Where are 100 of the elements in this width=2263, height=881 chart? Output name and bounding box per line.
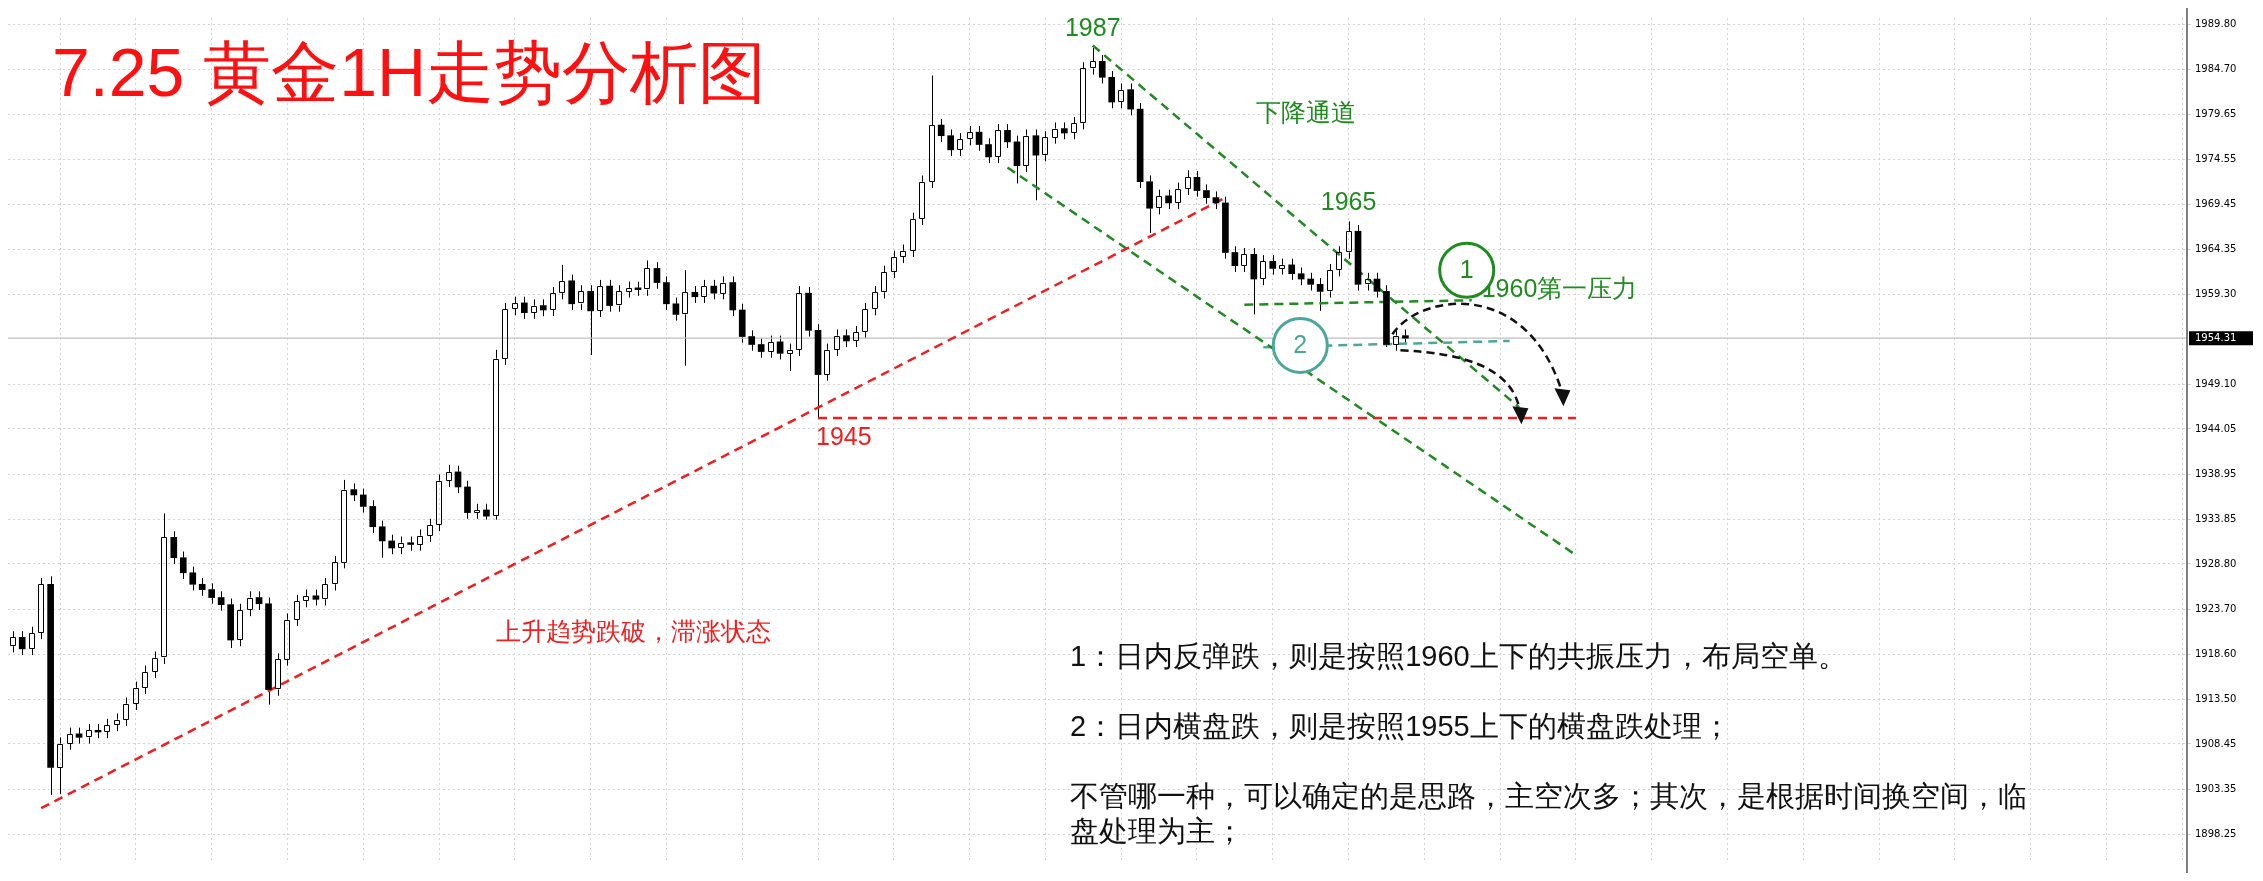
candlestick — [227, 597, 234, 649]
y-tick-label: 1903.35 — [2195, 782, 2237, 794]
candlestick — [1127, 82, 1134, 116]
candlestick — [322, 577, 328, 607]
candlestick — [957, 132, 963, 157]
candlestick — [521, 296, 528, 320]
y-tick-label: 1959.30 — [2195, 287, 2237, 299]
candlestick — [378, 520, 386, 559]
candlestick — [436, 474, 442, 532]
candlestick — [104, 718, 110, 739]
y-tick-label: 1913.50 — [2195, 692, 2237, 704]
y-tick-label: 1944.05 — [2195, 422, 2237, 434]
candlestick — [900, 244, 906, 264]
candlestick — [464, 480, 471, 520]
candlestick — [1279, 258, 1285, 276]
candlestick — [255, 590, 263, 611]
candlestick — [1316, 277, 1324, 312]
y-tick-label: 1984.70 — [2195, 62, 2237, 74]
annotation: 1945 — [816, 422, 872, 451]
candlestick — [653, 261, 661, 290]
candlestick — [1185, 169, 1191, 196]
chart-title: 7.25 黄金1H走势分析图 — [52, 34, 767, 110]
y-tick-label: 1949.10 — [2195, 377, 2237, 389]
candlestick — [768, 335, 774, 359]
candlestick — [86, 723, 92, 745]
y-tick-label: 1898.25 — [2195, 827, 2237, 839]
candlestick — [1250, 247, 1258, 315]
candlestick — [910, 212, 916, 258]
candlestick — [170, 530, 178, 565]
candlestick — [1023, 128, 1029, 173]
candlestick — [1327, 263, 1333, 299]
candlestick — [312, 589, 320, 607]
candlestick — [1241, 247, 1247, 273]
candlestick — [975, 125, 983, 152]
candlestick — [626, 281, 632, 299]
candlestick — [502, 302, 508, 366]
candlestick — [738, 303, 746, 344]
y-tick-label: 1928.80 — [2195, 557, 2237, 569]
candlestick — [284, 612, 290, 667]
candlestick — [1203, 183, 1210, 205]
candlestick — [929, 75, 935, 189]
candlestick — [1071, 116, 1077, 140]
candlestick — [474, 503, 480, 520]
candlestick — [493, 349, 499, 521]
candlestick — [606, 279, 613, 313]
candlestick — [217, 590, 225, 612]
candlestick — [1212, 190, 1220, 210]
candlestick — [1108, 70, 1116, 109]
candlestick — [1175, 182, 1181, 210]
candlestick — [550, 286, 556, 317]
candlestick — [75, 727, 83, 745]
y-tick-label: 1989.80 — [2195, 17, 2237, 29]
candlestick — [369, 499, 377, 534]
y-tick-label: 1908.45 — [2195, 737, 2237, 749]
candlestick — [1365, 272, 1371, 292]
candlestick — [568, 274, 576, 311]
candlestick — [133, 681, 139, 711]
annotation: 1 — [1459, 255, 1474, 284]
candlestick — [663, 275, 670, 311]
candlestick — [1354, 224, 1362, 292]
y-tick-label: 1979.65 — [2195, 107, 2237, 119]
candlestick — [967, 125, 973, 146]
candlestick — [417, 528, 423, 552]
candlestick — [1373, 272, 1381, 299]
candlestick — [67, 727, 73, 751]
candlestick — [796, 285, 802, 357]
annotation: 不管哪一种，可以确定的是思路，主空次多；其次，是根据时间换空间，临盘处理为主； — [1070, 780, 2027, 847]
annotation: 1965 — [1320, 186, 1377, 215]
candlestick — [247, 590, 253, 617]
candlestick — [1393, 328, 1399, 352]
candlestick — [710, 279, 718, 300]
candlestick — [1090, 47, 1096, 76]
y-tick-label: 1969.45 — [2195, 197, 2237, 209]
candlestick — [644, 259, 650, 297]
candlestick — [814, 323, 822, 419]
candlestick — [834, 328, 840, 357]
candlestick — [161, 513, 167, 665]
candlestick — [407, 536, 414, 552]
candlestick — [294, 594, 300, 627]
candlestick — [198, 577, 206, 597]
candlestick — [1136, 102, 1144, 189]
candlestick — [995, 123, 1001, 164]
candlestick — [531, 298, 537, 320]
candlestick — [559, 264, 565, 300]
candlestick — [1004, 123, 1011, 149]
candlestick — [1269, 254, 1277, 276]
y-tick-label: 1923.70 — [2195, 602, 2237, 614]
candlestick — [123, 697, 129, 727]
candlestick — [446, 464, 452, 488]
candlestick — [578, 284, 584, 311]
annotation: 1987 — [1064, 13, 1121, 42]
candlestick — [1032, 128, 1040, 201]
candlestick — [332, 555, 338, 591]
candlestick — [757, 337, 765, 359]
candlestick — [483, 503, 490, 521]
candlestick — [985, 137, 992, 164]
candlestick — [1118, 82, 1124, 109]
candlestick — [398, 536, 404, 555]
candlestick — [47, 575, 54, 796]
candlestick — [891, 250, 897, 279]
